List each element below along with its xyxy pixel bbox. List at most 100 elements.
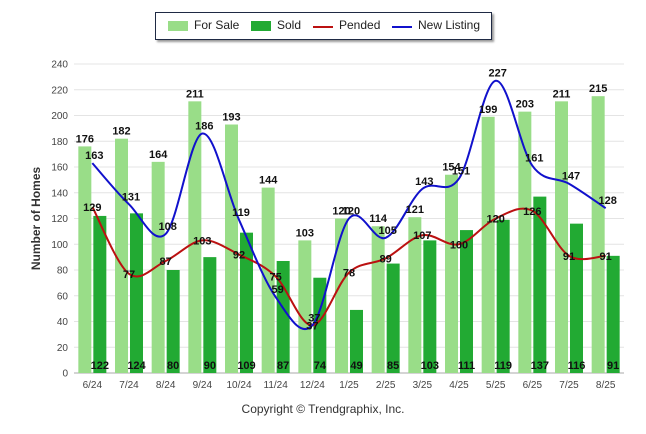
data-label-for-sale: 211 bbox=[553, 88, 571, 100]
data-label-pended: 100 bbox=[450, 239, 468, 251]
y-tick-label: 220 bbox=[51, 85, 68, 96]
x-tick-label: 3/25 bbox=[413, 380, 433, 391]
y-tick-label: 20 bbox=[57, 343, 69, 354]
data-label-pended: 89 bbox=[380, 253, 392, 265]
data-label-sold: 85 bbox=[387, 360, 399, 372]
y-tick-label: 0 bbox=[62, 369, 68, 380]
chart-legend: For Sale Sold Pended New Listing bbox=[155, 12, 492, 40]
data-label-sold: 124 bbox=[127, 360, 146, 372]
line-pended bbox=[91, 206, 606, 327]
data-label-sold: 137 bbox=[531, 360, 549, 372]
bar-for-sale bbox=[408, 217, 422, 373]
y-tick-label: 180 bbox=[51, 137, 68, 148]
y-tick-label: 200 bbox=[51, 111, 68, 122]
data-label-new-listing: 227 bbox=[488, 68, 506, 80]
x-tick-label: 12/24 bbox=[300, 380, 325, 391]
copyright-text: Copyright © Trendgraphix, Inc. bbox=[241, 402, 405, 416]
x-tick-label: 4/25 bbox=[449, 380, 469, 391]
bar-for-sale bbox=[78, 146, 92, 373]
bar-for-sale bbox=[188, 101, 202, 374]
y-axis-title: Number of Homes bbox=[29, 167, 43, 271]
x-tick-label: 9/24 bbox=[193, 380, 213, 391]
data-label-for-sale: 211 bbox=[186, 88, 204, 100]
bar-sold bbox=[240, 232, 253, 373]
bar-sold bbox=[496, 219, 510, 373]
data-label-pended: 91 bbox=[563, 251, 575, 263]
y-tick-label: 60 bbox=[57, 291, 69, 302]
data-label-new-listing: 108 bbox=[158, 221, 176, 233]
data-label-new-listing: 151 bbox=[452, 166, 470, 178]
data-label-pended: 92 bbox=[233, 250, 245, 262]
data-label-for-sale: 164 bbox=[149, 149, 168, 161]
y-tick-label: 120 bbox=[51, 214, 68, 225]
bar-for-sale bbox=[335, 218, 348, 373]
y-tick-label: 40 bbox=[57, 317, 69, 328]
data-label-sold: 80 bbox=[167, 360, 179, 372]
data-label-for-sale: 193 bbox=[222, 112, 240, 124]
x-tick-label: 11/24 bbox=[264, 380, 289, 391]
legend-label-pended: Pended bbox=[339, 18, 381, 32]
bar-sold bbox=[166, 270, 180, 373]
x-tick-label: 6/24 bbox=[83, 380, 103, 391]
y-tick-label: 100 bbox=[51, 240, 68, 251]
data-label-pended: 37 bbox=[306, 320, 318, 332]
data-label-for-sale: 154 bbox=[442, 162, 461, 174]
data-label-for-sale: 176 bbox=[76, 133, 94, 145]
x-tick-label: 7/25 bbox=[559, 380, 579, 391]
x-tick-label: 6/25 bbox=[523, 380, 543, 391]
x-tick-label: 5/25 bbox=[486, 380, 506, 391]
bar-for-sale bbox=[555, 101, 568, 374]
data-label-sold: 111 bbox=[458, 360, 475, 372]
data-label-sold: 74 bbox=[314, 360, 327, 372]
bar-for-sale bbox=[445, 174, 458, 373]
bar-sold bbox=[203, 257, 217, 373]
data-label-pended: 75 bbox=[270, 271, 282, 283]
data-label-new-listing: 59 bbox=[272, 284, 284, 296]
data-label-sold: 90 bbox=[204, 360, 216, 372]
x-tick-label: 8/25 bbox=[596, 380, 616, 391]
data-label-new-listing: 131 bbox=[122, 191, 140, 203]
bar-sold bbox=[386, 263, 400, 373]
data-label-new-listing: 161 bbox=[525, 153, 543, 165]
data-label-pended: 78 bbox=[343, 268, 355, 280]
data-label-for-sale: 121 bbox=[406, 204, 424, 216]
bar-for-sale bbox=[261, 187, 275, 373]
data-label-for-sale: 199 bbox=[479, 104, 497, 116]
bar-sold bbox=[276, 260, 290, 373]
y-tick-label: 140 bbox=[51, 188, 68, 199]
line-new-listing bbox=[91, 79, 607, 331]
x-tick-label: 1/25 bbox=[339, 380, 359, 391]
data-label-new-listing: 119 bbox=[232, 207, 250, 219]
data-label-for-sale: 203 bbox=[516, 99, 534, 111]
y-tick-label: 240 bbox=[51, 60, 68, 71]
data-label-sold: 49 bbox=[350, 360, 362, 372]
bar-for-sale bbox=[151, 161, 165, 373]
data-label-new-listing: 120 bbox=[342, 206, 360, 218]
data-label-pended: 91 bbox=[600, 251, 612, 263]
data-label-for-sale: 215 bbox=[589, 83, 607, 95]
data-label-for-sale: 182 bbox=[112, 126, 130, 138]
x-tick-label: 10/24 bbox=[226, 380, 251, 391]
x-tick-label: 7/24 bbox=[119, 380, 139, 391]
y-tick-label: 160 bbox=[51, 163, 68, 174]
data-label-pended: 107 bbox=[413, 230, 431, 242]
legend-swatch-sold bbox=[251, 21, 271, 31]
data-label-new-listing: 105 bbox=[378, 225, 396, 237]
data-label-pended: 129 bbox=[83, 202, 101, 214]
x-tick-label: 8/24 bbox=[156, 380, 176, 391]
data-label-sold: 119 bbox=[494, 360, 512, 372]
data-label-sold: 109 bbox=[237, 360, 255, 372]
data-label-new-listing: 147 bbox=[562, 171, 580, 183]
data-label-for-sale: 103 bbox=[296, 227, 314, 239]
bar-sold bbox=[423, 240, 437, 373]
data-label-sold: 103 bbox=[421, 360, 439, 372]
bar-for-sale bbox=[371, 226, 385, 373]
bar-sold bbox=[93, 215, 107, 373]
data-label-sold: 87 bbox=[277, 360, 289, 372]
x-tick-label: 2/25 bbox=[376, 380, 396, 391]
data-label-for-sale: 114 bbox=[369, 213, 388, 225]
chart-svg: 0 20 40 60 80 100 120 140 160 180 200 220 240 Number … bbox=[29, 60, 624, 391]
data-label-pended: 126 bbox=[523, 206, 541, 218]
bar-sold bbox=[570, 223, 583, 373]
